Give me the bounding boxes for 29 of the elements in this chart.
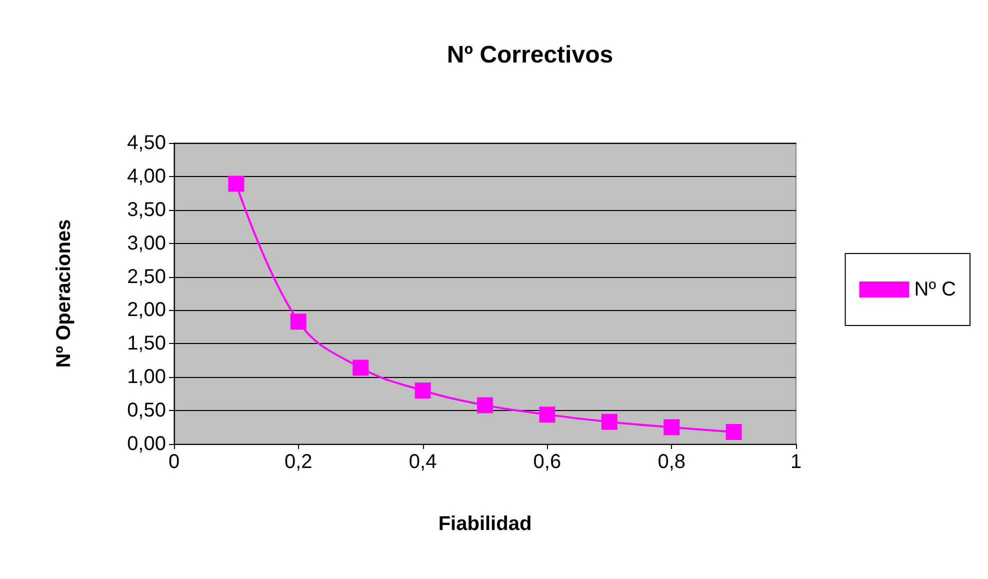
y-axis-title: Nº Operaciones <box>53 219 75 368</box>
y-tick-label: 3,50 <box>127 198 166 221</box>
chart-title: Nº Correctivos <box>446 42 614 68</box>
point <box>290 314 306 330</box>
y-tick-label: 1,50 <box>127 332 166 355</box>
x-axis-title: Fiabilidad <box>438 513 532 535</box>
x-tick-label: 0 <box>168 451 180 473</box>
point <box>726 424 742 440</box>
x-tick-label: 0,4 <box>408 451 437 473</box>
point <box>539 406 556 423</box>
point <box>664 419 680 436</box>
y-tick-label: 4,00 <box>127 165 166 188</box>
y-tick-label: 2,00 <box>127 299 166 322</box>
y-tick-label: 4,50 <box>127 132 166 154</box>
x-tick-label: 0,6 <box>533 451 562 473</box>
y-tick-label: 2,50 <box>127 266 166 288</box>
point <box>352 360 369 376</box>
x-tick-label: 1 <box>790 451 802 473</box>
y-tick-label: 0,00 <box>127 433 166 455</box>
y-tick-label: 3,00 <box>127 232 166 254</box>
point <box>601 414 618 430</box>
legend-label: Nº C <box>914 278 956 300</box>
x-tick-label: 0,8 <box>658 451 686 473</box>
x-tick-label: 0,2 <box>284 451 312 473</box>
point <box>414 382 431 398</box>
point <box>228 176 244 192</box>
y-tick-label: 1,00 <box>127 366 166 388</box>
y-tick-label: 0,50 <box>127 400 166 422</box>
point <box>477 397 493 414</box>
